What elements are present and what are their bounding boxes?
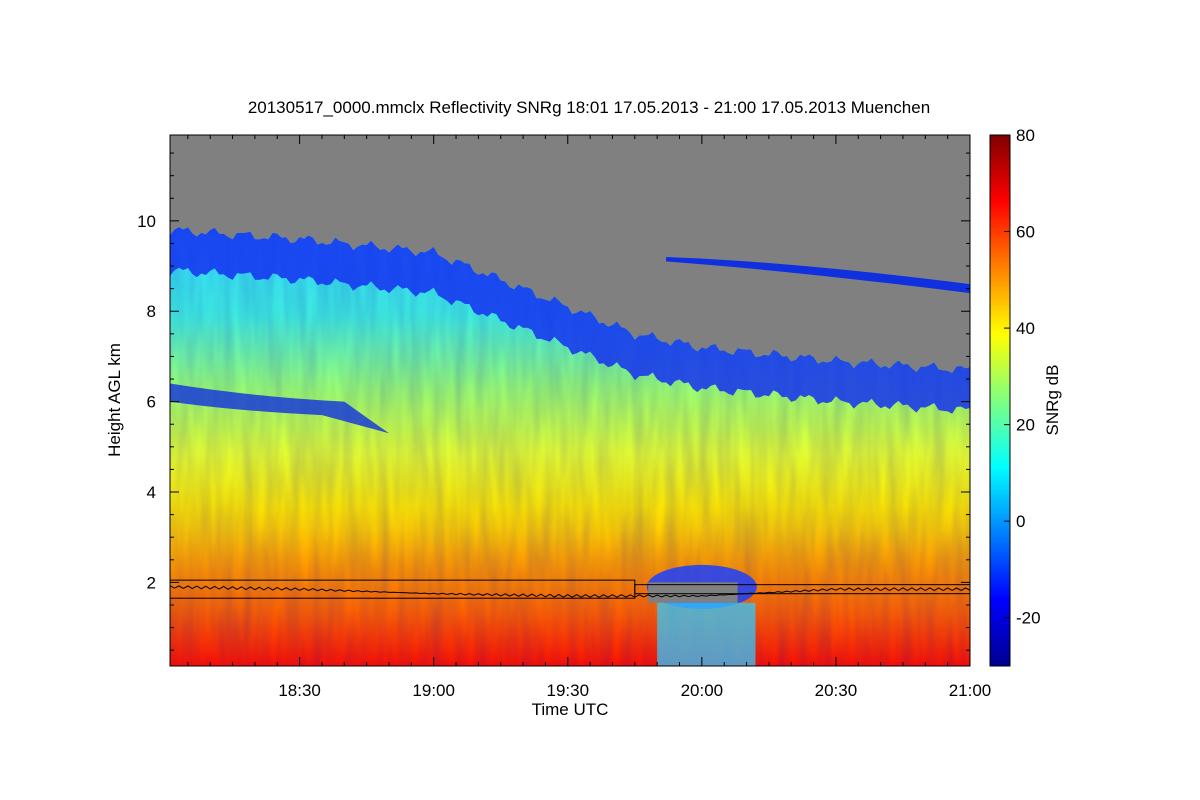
y-axis-label: Height AGL km xyxy=(105,343,124,457)
colorbar-tick-label: 60 xyxy=(1016,223,1035,242)
colorbar-tick-label: -20 xyxy=(1016,609,1041,628)
colorbar-tick-label: 40 xyxy=(1016,319,1035,338)
gap-no-signal xyxy=(648,582,738,603)
y-tick-label: 8 xyxy=(147,302,156,321)
feature-layer xyxy=(170,135,970,666)
x-tick-label: 19:30 xyxy=(546,681,589,700)
x-tick-label: 18:30 xyxy=(278,681,321,700)
x-axis: 18:30 19:00 19:30 20:00 20:30 21:00 xyxy=(187,135,992,700)
gap-low-echo xyxy=(657,602,756,666)
plot-frame xyxy=(169,134,971,667)
y-tick-label: 6 xyxy=(147,393,156,412)
colorbar: -20 0 20 40 60 80 xyxy=(989,126,1041,667)
colorbar-tick-label: 0 xyxy=(1016,512,1025,531)
plot-area xyxy=(170,135,970,666)
no-signal-region xyxy=(170,135,970,373)
x-tick-label: 20:30 xyxy=(815,681,858,700)
y-tick-label: 4 xyxy=(147,483,156,502)
colorbar-label: SNRg dB xyxy=(1043,365,1062,436)
colorbar-scale xyxy=(989,134,1011,667)
colorbar-tick-label: 20 xyxy=(1016,416,1035,435)
y-tick-label: 2 xyxy=(147,573,156,592)
chart-title: 20130517_0000.mmclx Reflectivity SNRg 18… xyxy=(248,98,930,117)
boundary-layer-line xyxy=(170,585,970,598)
x-axis-label: Time UTC xyxy=(532,700,609,719)
x-tick-label: 19:00 xyxy=(412,681,455,700)
upper-cloud-streak xyxy=(666,257,970,294)
mid-level-layer xyxy=(170,383,389,434)
x-tick-label: 20:00 xyxy=(681,681,724,700)
y-tick-label: 10 xyxy=(137,212,156,231)
colorbar-tick-label: 80 xyxy=(1016,126,1035,145)
y-axis: 2 4 6 8 10 xyxy=(137,152,970,651)
x-tick-label: 21:00 xyxy=(949,681,992,700)
cloud-top-fringe xyxy=(170,227,970,414)
